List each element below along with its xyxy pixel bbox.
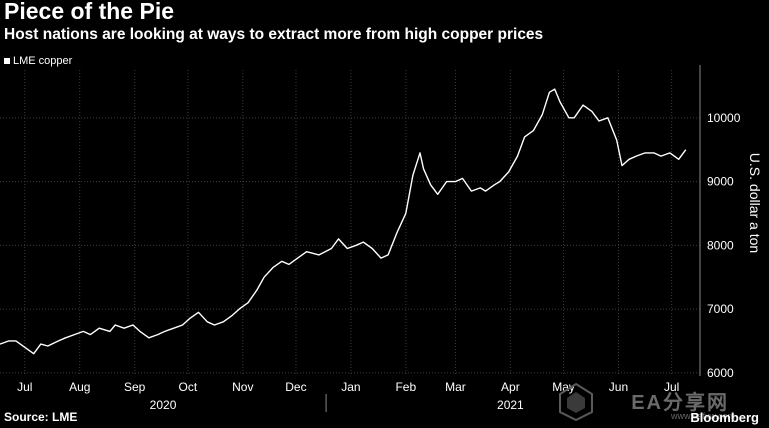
- x-tick-label: Oct: [179, 380, 198, 394]
- watermark-url: www.eafxw.com: [670, 411, 735, 421]
- watermark-logo: [559, 382, 593, 422]
- x-tick-label: Feb: [395, 380, 416, 394]
- x-tick-label: Dec: [285, 380, 306, 394]
- y-tick-label: 6000: [707, 366, 734, 380]
- gridlines: [0, 70, 700, 376]
- chart-title: Piece of the Pie: [4, 0, 175, 24]
- year-label: 2020: [150, 398, 177, 412]
- chart-subtitle: Host nations are looking at ways to extr…: [4, 26, 544, 43]
- x-axis: Jul Aug Sep Oct Nov Dec Jan Feb Mar Apr May Jun Jul 2…: [17, 380, 679, 412]
- x-tick-label: May: [552, 380, 575, 394]
- x-tick-label: Nov: [232, 380, 253, 394]
- x-tick-label: Jul: [664, 380, 679, 394]
- watermark-text: EA分享网: [631, 392, 729, 414]
- x-tick-label: Jan: [341, 380, 360, 394]
- y-tick-label: 9000: [707, 175, 734, 189]
- series-lines: [0, 88, 687, 355]
- brand-logo: Bloomberg: [690, 410, 759, 425]
- series-line-lme-copper: [0, 88, 687, 355]
- x-tick-label: Jul: [17, 380, 32, 394]
- y-tick-label: 8000: [707, 238, 734, 252]
- y-tick-label: 7000: [707, 302, 734, 316]
- legend-label: LME copper: [13, 55, 73, 67]
- x-tick-label: Sep: [124, 380, 146, 394]
- source-note: Source: LME: [4, 410, 78, 424]
- x-tick-label: Aug: [69, 380, 90, 394]
- legend-swatch: [4, 58, 10, 64]
- year-label: 2021: [497, 398, 524, 412]
- x-tick-label: Jun: [609, 380, 628, 394]
- y-axis-title: U.S. dollar a ton: [747, 153, 763, 253]
- y-tick-label: 10000: [707, 111, 741, 125]
- legend: LME copper: [4, 55, 72, 67]
- y-axis: 6000 7000 8000 9000 10000: [699, 65, 741, 380]
- x-tick-label: Apr: [501, 380, 520, 394]
- x-tick-label: Mar: [445, 380, 466, 394]
